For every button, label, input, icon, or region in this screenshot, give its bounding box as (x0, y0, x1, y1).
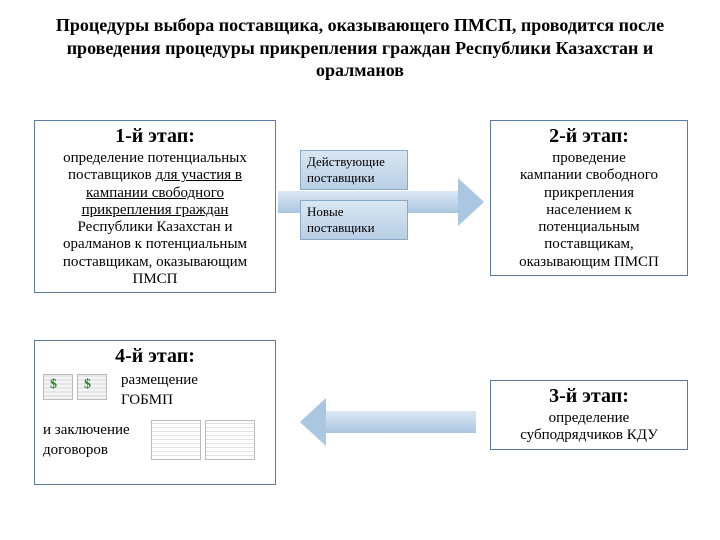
stage1-l8: ПМСП (132, 271, 177, 287)
dollar-icon (43, 374, 73, 400)
stage3-l1: определение (549, 410, 630, 426)
stage3-body: определение субподрядчиков КДУ (497, 410, 681, 445)
stage1-l5: Республики Казахстан и (78, 219, 233, 235)
stage2-box: 2-й этап: проведение кампании свободного… (490, 120, 688, 276)
stage4-heading: 4-й этап: (43, 345, 267, 368)
stage4-body: размещение ГОБМП и заключение договоров (43, 370, 267, 480)
stage1-l2a: поставщиков (68, 167, 155, 183)
dollar-icon (77, 374, 107, 400)
stage1-body: определение потенциальных поставщиков дл… (41, 150, 269, 288)
stage4-l4: договоров (43, 442, 108, 459)
stage2-l3: прикрепления (544, 185, 634, 201)
stage2-l2: кампании свободного (520, 167, 658, 183)
tag-existing-text: Действующие поставщики (307, 154, 385, 185)
stage2-l7: оказывающим ПМСП (519, 254, 659, 270)
tag-new-suppliers: Новые поставщики (300, 200, 408, 240)
stage1-l7: поставщикам, оказывающим (63, 254, 247, 270)
stage3-box: 3-й этап: определение субподрядчиков КДУ (490, 380, 688, 450)
arrow-head (458, 178, 484, 226)
stage3-l2: субподрядчиков КДУ (520, 427, 658, 443)
stage2-l4: населением к (546, 202, 632, 218)
stage4-box: 4-й этап: размещение ГОБМП и заключение … (34, 340, 276, 485)
stage1-l6: оралманов к потенциальным (63, 236, 247, 252)
tag-existing-suppliers: Действующие поставщики (300, 150, 408, 190)
stage4-dollar-icons (43, 374, 107, 400)
stage1-l2b: для участия в (156, 167, 242, 183)
stage2-body: проведение кампании свободного прикрепле… (497, 150, 681, 271)
stage2-l1: проведение (552, 150, 625, 166)
stage3-heading: 3-й этап: (497, 385, 681, 408)
stage1-l4: прикрепления граждан (82, 202, 229, 218)
stage4-l2: ГОБМП (121, 392, 173, 409)
tag-new-text: Новые поставщики (307, 204, 375, 235)
doc-icon (205, 420, 255, 460)
page-title: Процедуры выбора поставщика, оказывающег… (0, 0, 720, 90)
stage1-heading: 1-й этап: (41, 125, 269, 148)
arrow-head (300, 398, 326, 446)
stage2-l5: потенциальным (538, 219, 639, 235)
stage1-l1: определение потенциальных (63, 150, 247, 166)
arrow-shaft (326, 411, 476, 433)
stage4-l3: и заключение (43, 422, 130, 439)
stage4-doc-icons (151, 420, 255, 460)
doc-icon (151, 420, 201, 460)
stage2-heading: 2-й этап: (497, 125, 681, 148)
arrow-stage3-to-stage4 (300, 398, 476, 446)
stage1-box: 1-й этап: определение потенциальных пост… (34, 120, 276, 293)
stage4-l1: размещение (121, 372, 198, 389)
stage1-l3: кампании свободного (86, 185, 224, 201)
stage2-l6: поставщикам, (544, 236, 634, 252)
